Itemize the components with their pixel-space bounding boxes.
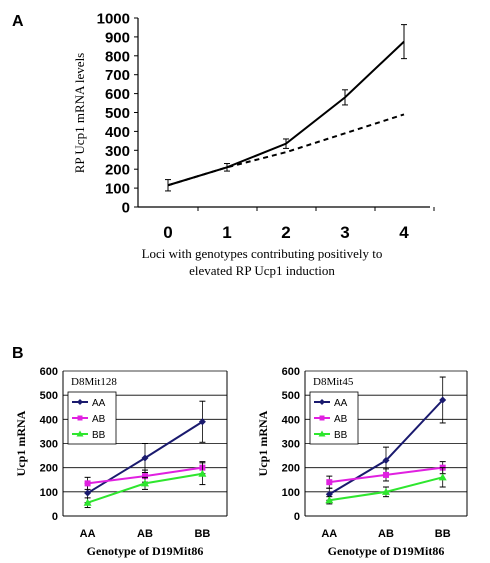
- panel-label-a: A: [12, 13, 24, 30]
- y-tick-label: 600: [40, 366, 58, 378]
- x-axis-label-line1: Loci with genotypes contributing positiv…: [142, 246, 383, 261]
- legend-label-ab: AB: [92, 414, 106, 425]
- legend-marker-bb: [318, 430, 326, 437]
- legend-label-aa: AA: [334, 398, 348, 409]
- chart-b1: 0 100 200 300 400 500 600 AA AB BB D8Mit128 AA AB BB U…: [14, 366, 228, 558]
- data-point-aa: [198, 418, 206, 426]
- y-tick-label: 400: [105, 124, 130, 141]
- y-tick-label: 0: [122, 200, 130, 217]
- y-axis-label: Ucp1 mRNA: [14, 410, 28, 476]
- legend-label-bb: BB: [334, 430, 348, 441]
- x-tick-label: BB: [435, 528, 451, 540]
- y-tick-label: 500: [105, 105, 130, 122]
- y-tick-label: 100: [105, 181, 130, 198]
- legend-marker-ab: [77, 415, 83, 421]
- data-point-bb: [83, 498, 92, 506]
- y-tick-label: 300: [105, 143, 130, 160]
- data-point-bb: [438, 473, 447, 481]
- y-tick-label: 200: [282, 463, 300, 475]
- y-tick-label: 200: [40, 463, 58, 475]
- y-tick-label: 700: [105, 67, 130, 84]
- y-tick-label: 0: [294, 511, 300, 523]
- y-tick-label: 500: [282, 390, 300, 402]
- x-tick-label: 2: [281, 223, 290, 242]
- chart-title: D8Mit45: [313, 376, 354, 388]
- x-tick-label: 4: [399, 223, 409, 242]
- data-point-ab: [383, 471, 389, 478]
- data-point-aa: [141, 454, 149, 462]
- x-tick-label: AA: [80, 528, 96, 540]
- y-tick-label: 900: [105, 29, 130, 46]
- x-tick-label: AA: [321, 528, 337, 540]
- data-point-ab: [84, 480, 91, 487]
- data-point-aa: [325, 490, 333, 498]
- data-point-ab: [326, 479, 333, 486]
- y-tick-label: 600: [282, 366, 300, 378]
- data-point-bb: [198, 469, 207, 477]
- x-tick-label: BB: [194, 528, 210, 540]
- data-point-bb: [325, 496, 334, 504]
- y-tick-label: 300: [282, 439, 300, 451]
- data-point-bb: [382, 487, 390, 495]
- data-point-ab: [142, 473, 148, 480]
- x-tick-label: AB: [137, 528, 153, 540]
- y-tick-label: 400: [40, 414, 58, 426]
- x-axis-label: Genotype of D19Mit86: [328, 544, 445, 558]
- data-point-bb: [141, 479, 149, 487]
- y-axis-label: Ucp1 mRNA: [256, 410, 270, 476]
- y-tick-label: 400: [282, 414, 300, 426]
- y-tick-label: 500: [40, 390, 58, 402]
- y-tick-label: 100: [40, 487, 58, 499]
- solid-series-line: [167, 40, 405, 187]
- legend-label-aa: AA: [92, 398, 106, 409]
- x-tick-label: 0: [163, 223, 172, 242]
- x-axis-label-line2: elevated RP Ucp1 induction: [189, 263, 335, 278]
- legend-label-bb: BB: [92, 430, 106, 441]
- data-point-aa: [84, 489, 92, 497]
- legend-marker-aa: [77, 399, 83, 405]
- legend-label-ab: AB: [334, 414, 348, 425]
- y-tick-label: 600: [105, 86, 130, 103]
- legend-marker-aa: [319, 399, 325, 405]
- x-tick-label: AB: [378, 528, 394, 540]
- data-point-aa: [439, 396, 447, 404]
- legend-marker-bb: [76, 430, 84, 437]
- chart-b2: 0 100 200 300 400 500 600 AA AB BB D8Mit45 AA AB BB Uc…: [256, 366, 468, 558]
- data-point-aa: [382, 456, 390, 464]
- y-tick-label: 0: [52, 511, 58, 523]
- y-tick-label: 1000: [97, 11, 130, 28]
- y-tick-label: 100: [282, 487, 300, 499]
- y-tick-label: 800: [105, 48, 130, 65]
- x-tick-label: 1: [222, 223, 231, 242]
- y-tick-label: 300: [40, 439, 58, 451]
- y-tick-label: 200: [105, 162, 130, 179]
- chart-title: D8Mit128: [71, 376, 117, 388]
- x-tick-label: 3: [340, 223, 349, 242]
- legend-marker-ab: [319, 415, 325, 421]
- panel-label-b: B: [12, 345, 24, 362]
- y-axis-label: RP Ucp1 mRNA levels: [72, 53, 87, 174]
- x-axis-label: Genotype of D19Mit86: [87, 544, 204, 558]
